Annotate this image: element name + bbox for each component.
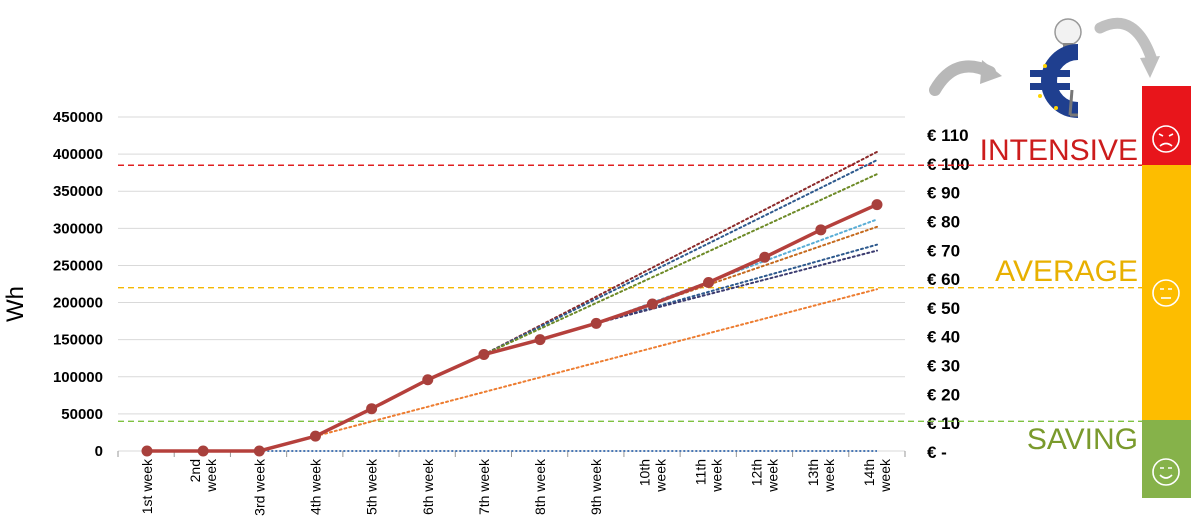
x-tick-label: 4th week bbox=[307, 458, 323, 515]
data-point bbox=[646, 298, 658, 310]
euro-label: € 50 bbox=[927, 299, 960, 318]
data-point bbox=[759, 251, 771, 263]
x-tick-label: 2nd bbox=[187, 459, 203, 482]
y-tick-label: 350000 bbox=[53, 183, 103, 200]
x-tick-label: 3rd week bbox=[251, 458, 267, 516]
euro-label: € - bbox=[927, 443, 947, 462]
trend-lines bbox=[314, 150, 878, 438]
data-point bbox=[309, 430, 321, 442]
x-tick-label: 11th bbox=[693, 459, 709, 485]
euro-lightbulb-mascot-icon bbox=[1030, 18, 1082, 118]
euro-label: € 60 bbox=[927, 270, 960, 289]
y-tick-label: 300000 bbox=[53, 220, 103, 237]
y-tick-label: 450000 bbox=[53, 109, 103, 126]
x-tick-label: 8th week bbox=[532, 458, 548, 515]
euro-label: € 90 bbox=[927, 184, 960, 203]
y-tick-label: 150000 bbox=[53, 332, 103, 349]
series-line bbox=[147, 202, 878, 453]
data-point bbox=[703, 277, 715, 289]
threshold-lines bbox=[118, 164, 1142, 423]
euro-label: € 10 bbox=[927, 414, 960, 433]
data-point bbox=[871, 199, 883, 211]
data-point bbox=[478, 349, 490, 361]
euro-label: € 100 bbox=[927, 155, 970, 174]
data-point bbox=[141, 445, 153, 457]
data-point bbox=[534, 334, 546, 346]
x-tick-label: 10th bbox=[636, 459, 652, 486]
euro-label: € 70 bbox=[927, 241, 960, 260]
data-point bbox=[815, 224, 827, 236]
trend-line bbox=[482, 150, 878, 356]
grid-lines bbox=[117, 116, 906, 457]
trend-line bbox=[482, 159, 878, 356]
x-tick-label: week bbox=[821, 458, 837, 493]
data-point bbox=[253, 445, 265, 457]
trend-line bbox=[595, 249, 878, 325]
data-point bbox=[590, 317, 602, 329]
y-axis-label: Wh bbox=[2, 286, 29, 322]
x-tick-label: 7th week bbox=[476, 458, 492, 515]
average-label: AVERAGE bbox=[995, 255, 1138, 288]
data-point bbox=[366, 403, 378, 415]
x-tick-label: 13th bbox=[805, 459, 821, 486]
trend-line bbox=[314, 288, 878, 438]
x-tick-label: week bbox=[877, 458, 893, 493]
y-tick-label: 200000 bbox=[53, 295, 103, 312]
y-tick-labels: 450000 400000 350000 300000 250000 200000 1500… bbox=[53, 109, 103, 460]
x-tick-label: week bbox=[709, 458, 725, 493]
x-tick-labels: 1st week 2nd week 3rd week 4th week 5th week 6… bbox=[139, 458, 893, 516]
sad-face-icon bbox=[1152, 125, 1180, 153]
x-tick-label: week bbox=[203, 458, 219, 493]
trend-line bbox=[595, 243, 878, 325]
neutral-face-icon bbox=[1152, 279, 1180, 307]
x-tick-label: week bbox=[652, 458, 668, 493]
y-tick-label: 100000 bbox=[53, 369, 103, 386]
x-tick-label: 5th week bbox=[364, 458, 380, 515]
y-tick-label: 0 bbox=[95, 443, 103, 460]
data-series bbox=[141, 199, 883, 457]
saving-label: SAVING bbox=[1027, 423, 1138, 456]
zone-bar bbox=[1142, 86, 1191, 498]
x-tick-label: 9th week bbox=[588, 458, 604, 515]
trend-line bbox=[482, 173, 878, 356]
average-zone bbox=[1142, 165, 1191, 420]
y-tick-label: 400000 bbox=[53, 146, 103, 163]
euro-label: € 40 bbox=[927, 328, 960, 347]
circular-arrows-icon bbox=[929, 17, 1160, 96]
euro-label: € 30 bbox=[927, 357, 960, 376]
y-tick-label: 50000 bbox=[61, 406, 103, 423]
x-tick-label: 12th bbox=[749, 459, 765, 486]
euro-label: € 20 bbox=[927, 385, 960, 404]
euro-axis-labels: € 110 € 100 € 90 € 80 € 70 € 60 € 50 € 40 € 30 € … bbox=[927, 126, 970, 462]
x-tick-label: 6th week bbox=[420, 458, 436, 515]
data-point bbox=[422, 374, 434, 386]
euro-label: € 110 bbox=[927, 126, 969, 145]
x-tick-label: 1st week bbox=[139, 458, 155, 514]
happy-face-icon bbox=[1152, 458, 1180, 486]
data-point bbox=[197, 445, 209, 457]
x-tick-label: week bbox=[765, 458, 781, 493]
euro-label: € 80 bbox=[927, 212, 960, 231]
y-tick-label: 250000 bbox=[53, 257, 103, 274]
intensive-label: INTENSIVE bbox=[980, 134, 1138, 167]
x-tick-label: 14th bbox=[861, 459, 877, 486]
